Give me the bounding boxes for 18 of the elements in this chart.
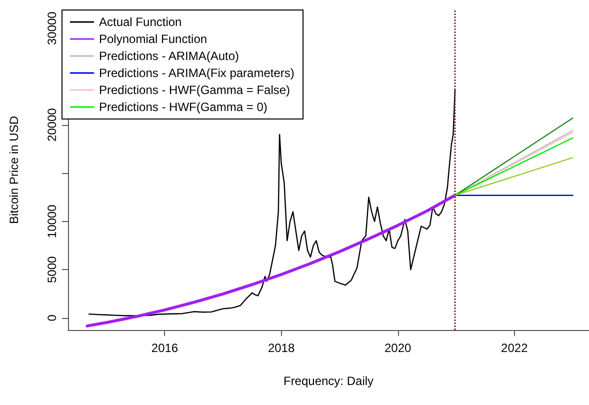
legend-label: Predictions - HWF(Gamma = 0) <box>99 100 268 114</box>
y-tick-label: 10000 <box>45 204 59 238</box>
y-tick-label: 0 <box>45 314 59 322</box>
legend-label: Predictions - ARIMA(Fix parameters) <box>99 66 294 80</box>
legend-label: Predictions - HWF(Gamma = False) <box>99 83 290 97</box>
x-tick-label: 2022 <box>501 341 528 355</box>
x-tick-label: 2016 <box>151 341 178 355</box>
x-tick-label: 2020 <box>384 341 412 355</box>
line-series <box>86 194 456 328</box>
y-tick-label: 20000 <box>45 108 59 142</box>
y-tick-label: 30000 <box>45 11 59 46</box>
x-axis-title: Frequency: Daily <box>283 374 374 388</box>
x-tick-label: 2018 <box>268 341 295 355</box>
legend-label: Predictions - ARIMA(Auto) <box>99 49 240 63</box>
y-tick-label: 5000 <box>45 256 59 284</box>
y-axis-title: Bitcoin Price in USD <box>7 116 21 224</box>
legend-label: Polynomial Function <box>99 32 208 46</box>
legend-label: Actual Function <box>99 15 182 29</box>
